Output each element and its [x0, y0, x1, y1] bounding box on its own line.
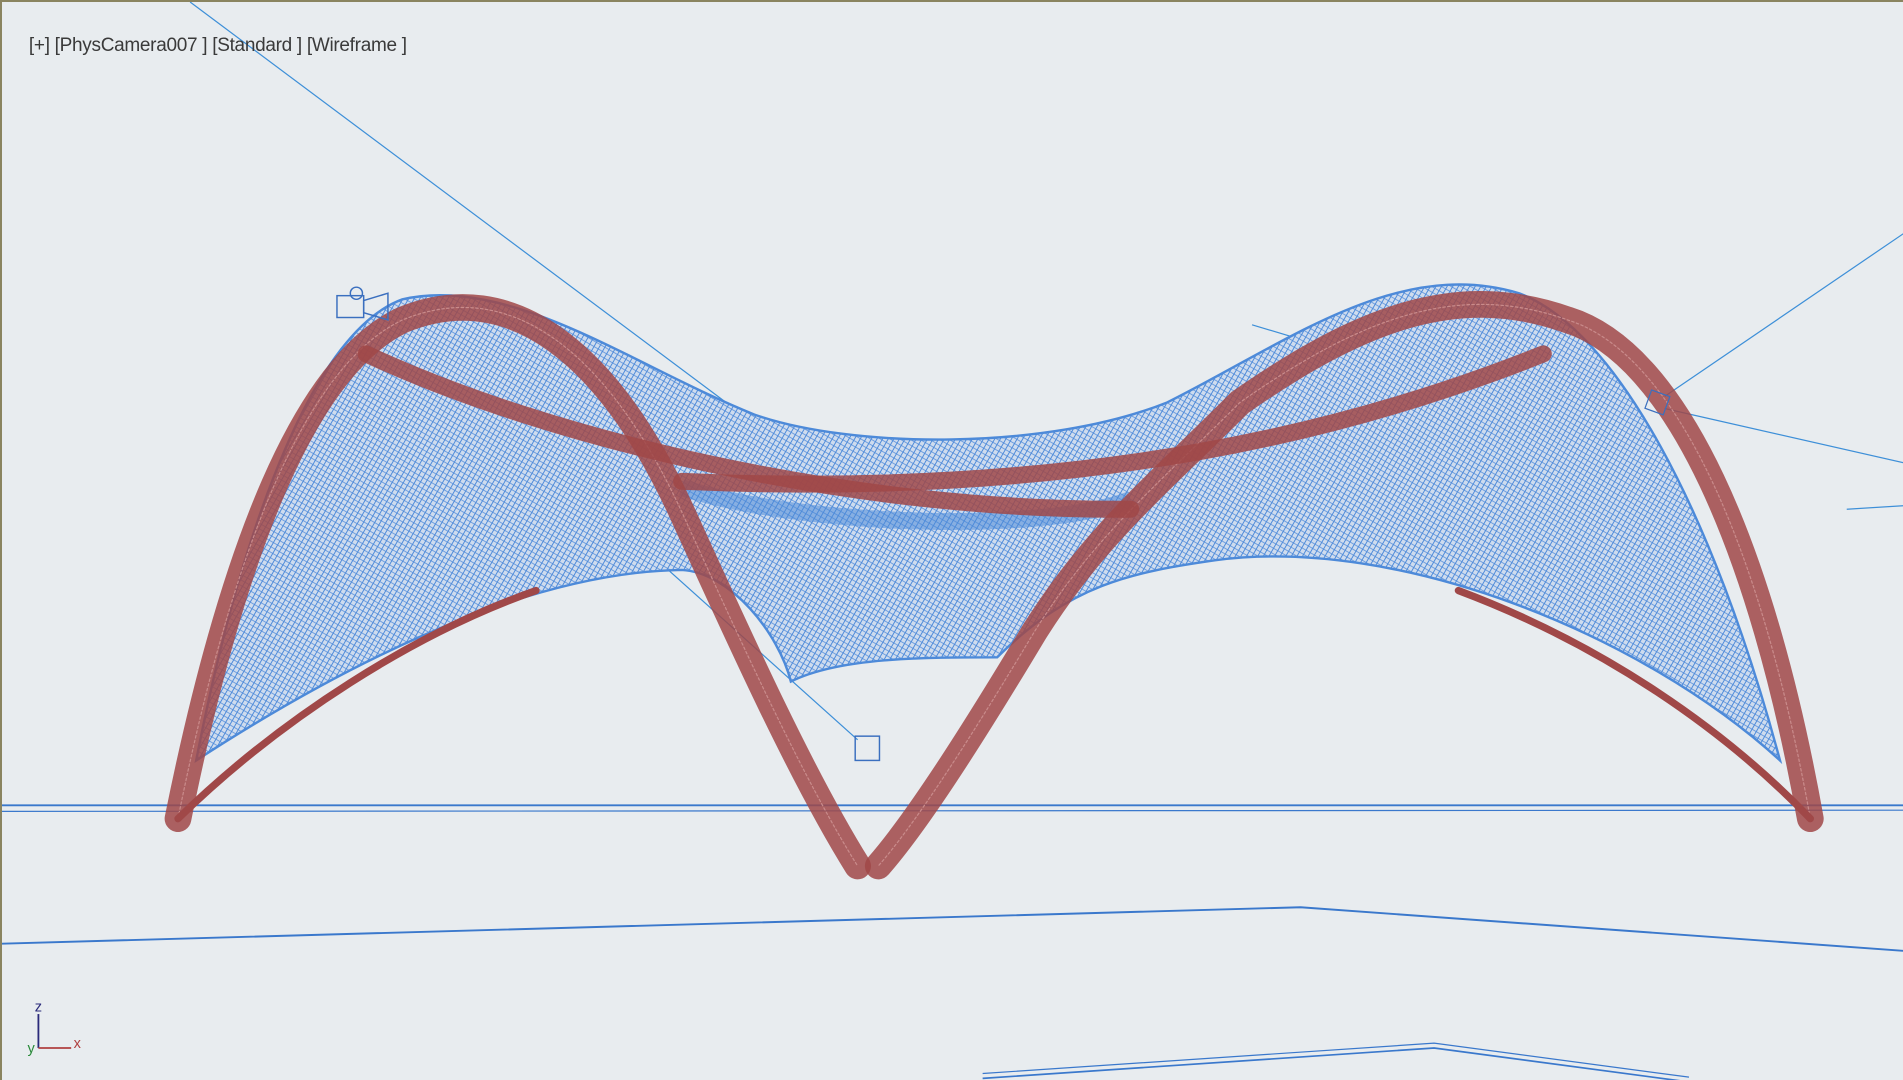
camera-target-icon[interactable] [854, 735, 881, 762]
arch-structure[interactable] [164, 291, 1824, 880]
axis-gizmo: z x y [27, 1000, 81, 1057]
camera-icon[interactable] [336, 286, 389, 321]
left-edge-beam [174, 586, 540, 823]
display-mode-selector[interactable]: [Wireframe ] [306, 35, 407, 56]
left-cross-beam [357, 345, 1140, 518]
axis-y-label: y [27, 1041, 35, 1057]
camera-selector[interactable]: [PhysCamera007 ] [54, 35, 208, 56]
ground-plane [2, 804, 1903, 1080]
shading-preset-selector[interactable]: [Standard ] [212, 35, 302, 56]
axis-x-label: x [74, 1036, 82, 1052]
target-icon-right[interactable] [1644, 389, 1671, 416]
viewport-menu-button[interactable]: [+] [28, 35, 50, 56]
right-edge-beam [1454, 586, 1814, 823]
viewport-label: [+] [PhysCamera007 ] [Standard ] [Wirefr… [9, 13, 407, 79]
right-cross-beam [673, 345, 1552, 493]
axis-z-label: z [35, 1000, 42, 1016]
